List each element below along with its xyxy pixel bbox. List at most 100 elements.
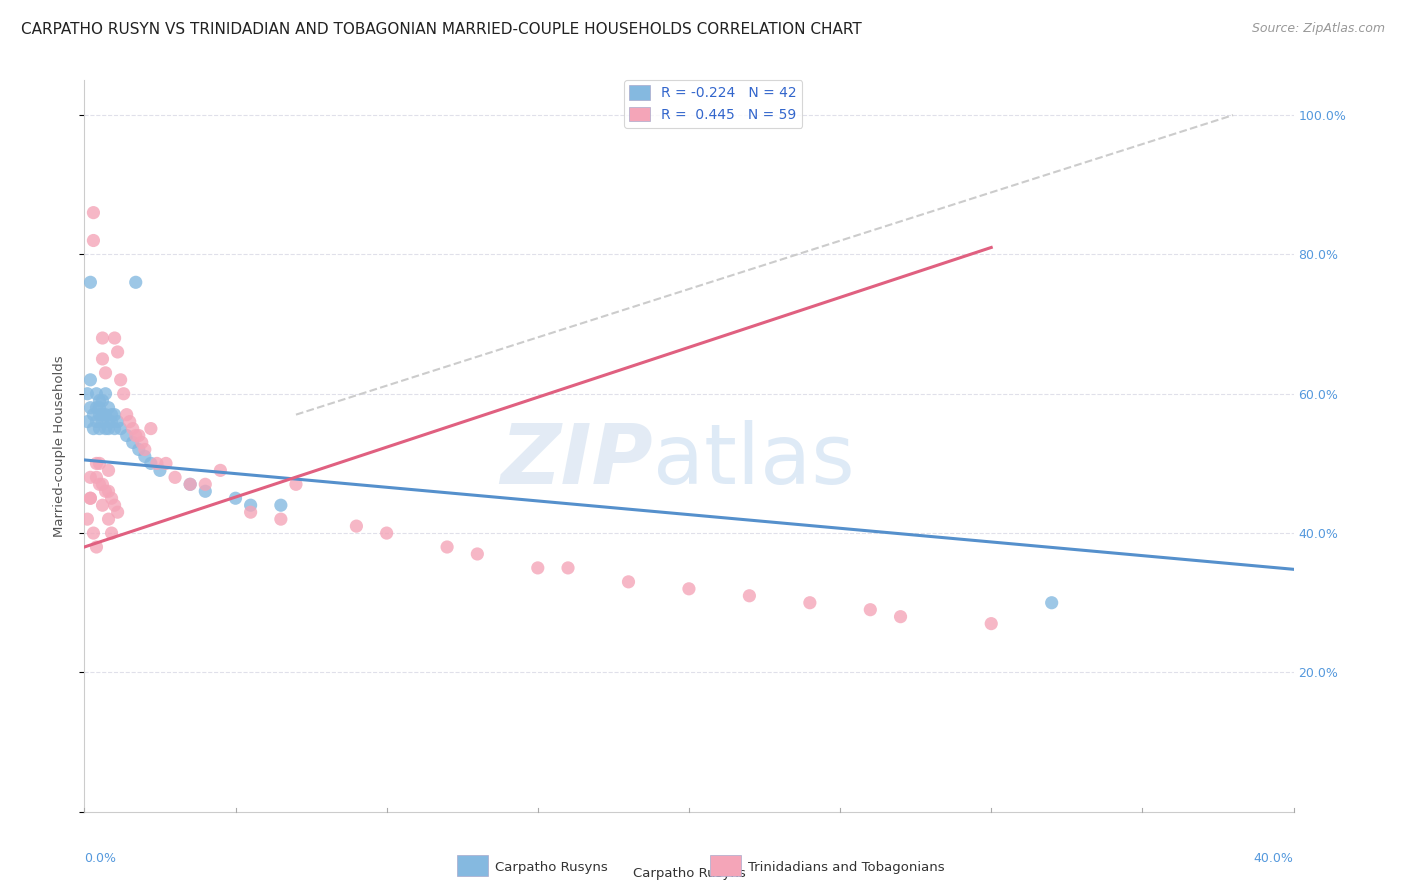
Point — [134, 450, 156, 464]
Legend: R = -0.224   N = 42, R =  0.445   N = 59: R = -0.224 N = 42, R = 0.445 N = 59 — [624, 80, 803, 128]
Text: 0.0%: 0.0% — [84, 852, 117, 865]
Point — [82, 408, 104, 422]
Point — [375, 526, 398, 541]
Point — [131, 435, 153, 450]
Point — [121, 421, 143, 435]
Point — [82, 421, 104, 435]
Point — [79, 401, 101, 415]
Point — [97, 421, 120, 435]
Point — [86, 457, 108, 471]
Point — [100, 491, 122, 506]
Point — [436, 540, 458, 554]
Point — [89, 421, 111, 435]
Point — [86, 386, 108, 401]
Point — [678, 582, 700, 596]
Point — [194, 484, 217, 499]
Point — [270, 512, 292, 526]
Point — [94, 386, 117, 401]
Point — [94, 408, 117, 422]
Point — [121, 435, 143, 450]
Text: Source: ZipAtlas.com: Source: ZipAtlas.com — [1251, 22, 1385, 36]
Point — [110, 373, 132, 387]
Point — [115, 408, 138, 422]
Point — [76, 415, 98, 429]
Point — [107, 505, 129, 519]
Point — [104, 408, 127, 422]
Point — [125, 428, 148, 442]
Point — [139, 421, 162, 435]
Point — [155, 457, 177, 471]
Text: Carpatho Rusyns: Carpatho Rusyns — [495, 861, 607, 873]
Point — [91, 477, 114, 491]
Point — [115, 428, 138, 442]
Point — [97, 512, 120, 526]
Y-axis label: Married-couple Households: Married-couple Households — [53, 355, 66, 537]
Point — [134, 442, 156, 457]
Point — [557, 561, 579, 575]
Point — [139, 457, 162, 471]
Point — [79, 491, 101, 506]
Point — [86, 401, 108, 415]
Point — [76, 512, 98, 526]
Point — [194, 477, 217, 491]
Point — [91, 331, 114, 345]
Point — [799, 596, 821, 610]
Point — [91, 351, 114, 366]
Point — [225, 491, 247, 506]
Point — [94, 421, 117, 435]
Point — [859, 603, 882, 617]
Point — [179, 477, 201, 491]
Point — [91, 393, 114, 408]
Point — [91, 415, 114, 429]
Point — [149, 463, 172, 477]
Point — [104, 498, 127, 512]
Text: CARPATHO RUSYN VS TRINIDADIAN AND TOBAGONIAN MARRIED-COUPLE HOUSEHOLDS CORRELATI: CARPATHO RUSYN VS TRINIDADIAN AND TOBAGO… — [21, 22, 862, 37]
Point — [104, 421, 127, 435]
Point — [270, 498, 292, 512]
Point — [79, 470, 101, 484]
Point — [146, 457, 169, 471]
Point — [91, 408, 114, 422]
Text: atlas: atlas — [652, 420, 855, 501]
Point — [738, 589, 761, 603]
Point — [100, 526, 122, 541]
Point — [89, 408, 111, 422]
Text: Carpatho Rusyns: Carpatho Rusyns — [633, 867, 745, 880]
Point — [285, 477, 308, 491]
Point — [104, 331, 127, 345]
Point — [76, 386, 98, 401]
Point — [112, 386, 135, 401]
Point — [118, 415, 141, 429]
Point — [209, 463, 232, 477]
Point — [100, 408, 122, 422]
Point — [82, 234, 104, 248]
Point — [179, 477, 201, 491]
Text: ZIP: ZIP — [501, 420, 652, 501]
Point — [980, 616, 1002, 631]
Text: 40.0%: 40.0% — [1254, 852, 1294, 865]
Point — [346, 519, 368, 533]
Point — [617, 574, 640, 589]
Point — [89, 401, 111, 415]
Point — [94, 484, 117, 499]
Point — [86, 415, 108, 429]
Point — [89, 393, 111, 408]
Point — [82, 526, 104, 541]
Point — [165, 470, 187, 484]
Point — [100, 415, 122, 429]
Point — [890, 609, 912, 624]
Point — [91, 498, 114, 512]
Point — [527, 561, 550, 575]
Point — [79, 373, 101, 387]
Point — [97, 463, 120, 477]
Point — [239, 498, 262, 512]
Text: Trinidadians and Tobagonians: Trinidadians and Tobagonians — [748, 861, 945, 873]
Point — [125, 275, 148, 289]
Point — [89, 477, 111, 491]
Point — [79, 491, 101, 506]
Point — [86, 470, 108, 484]
Point — [94, 366, 117, 380]
Point — [89, 457, 111, 471]
Point — [239, 505, 262, 519]
Point — [97, 484, 120, 499]
